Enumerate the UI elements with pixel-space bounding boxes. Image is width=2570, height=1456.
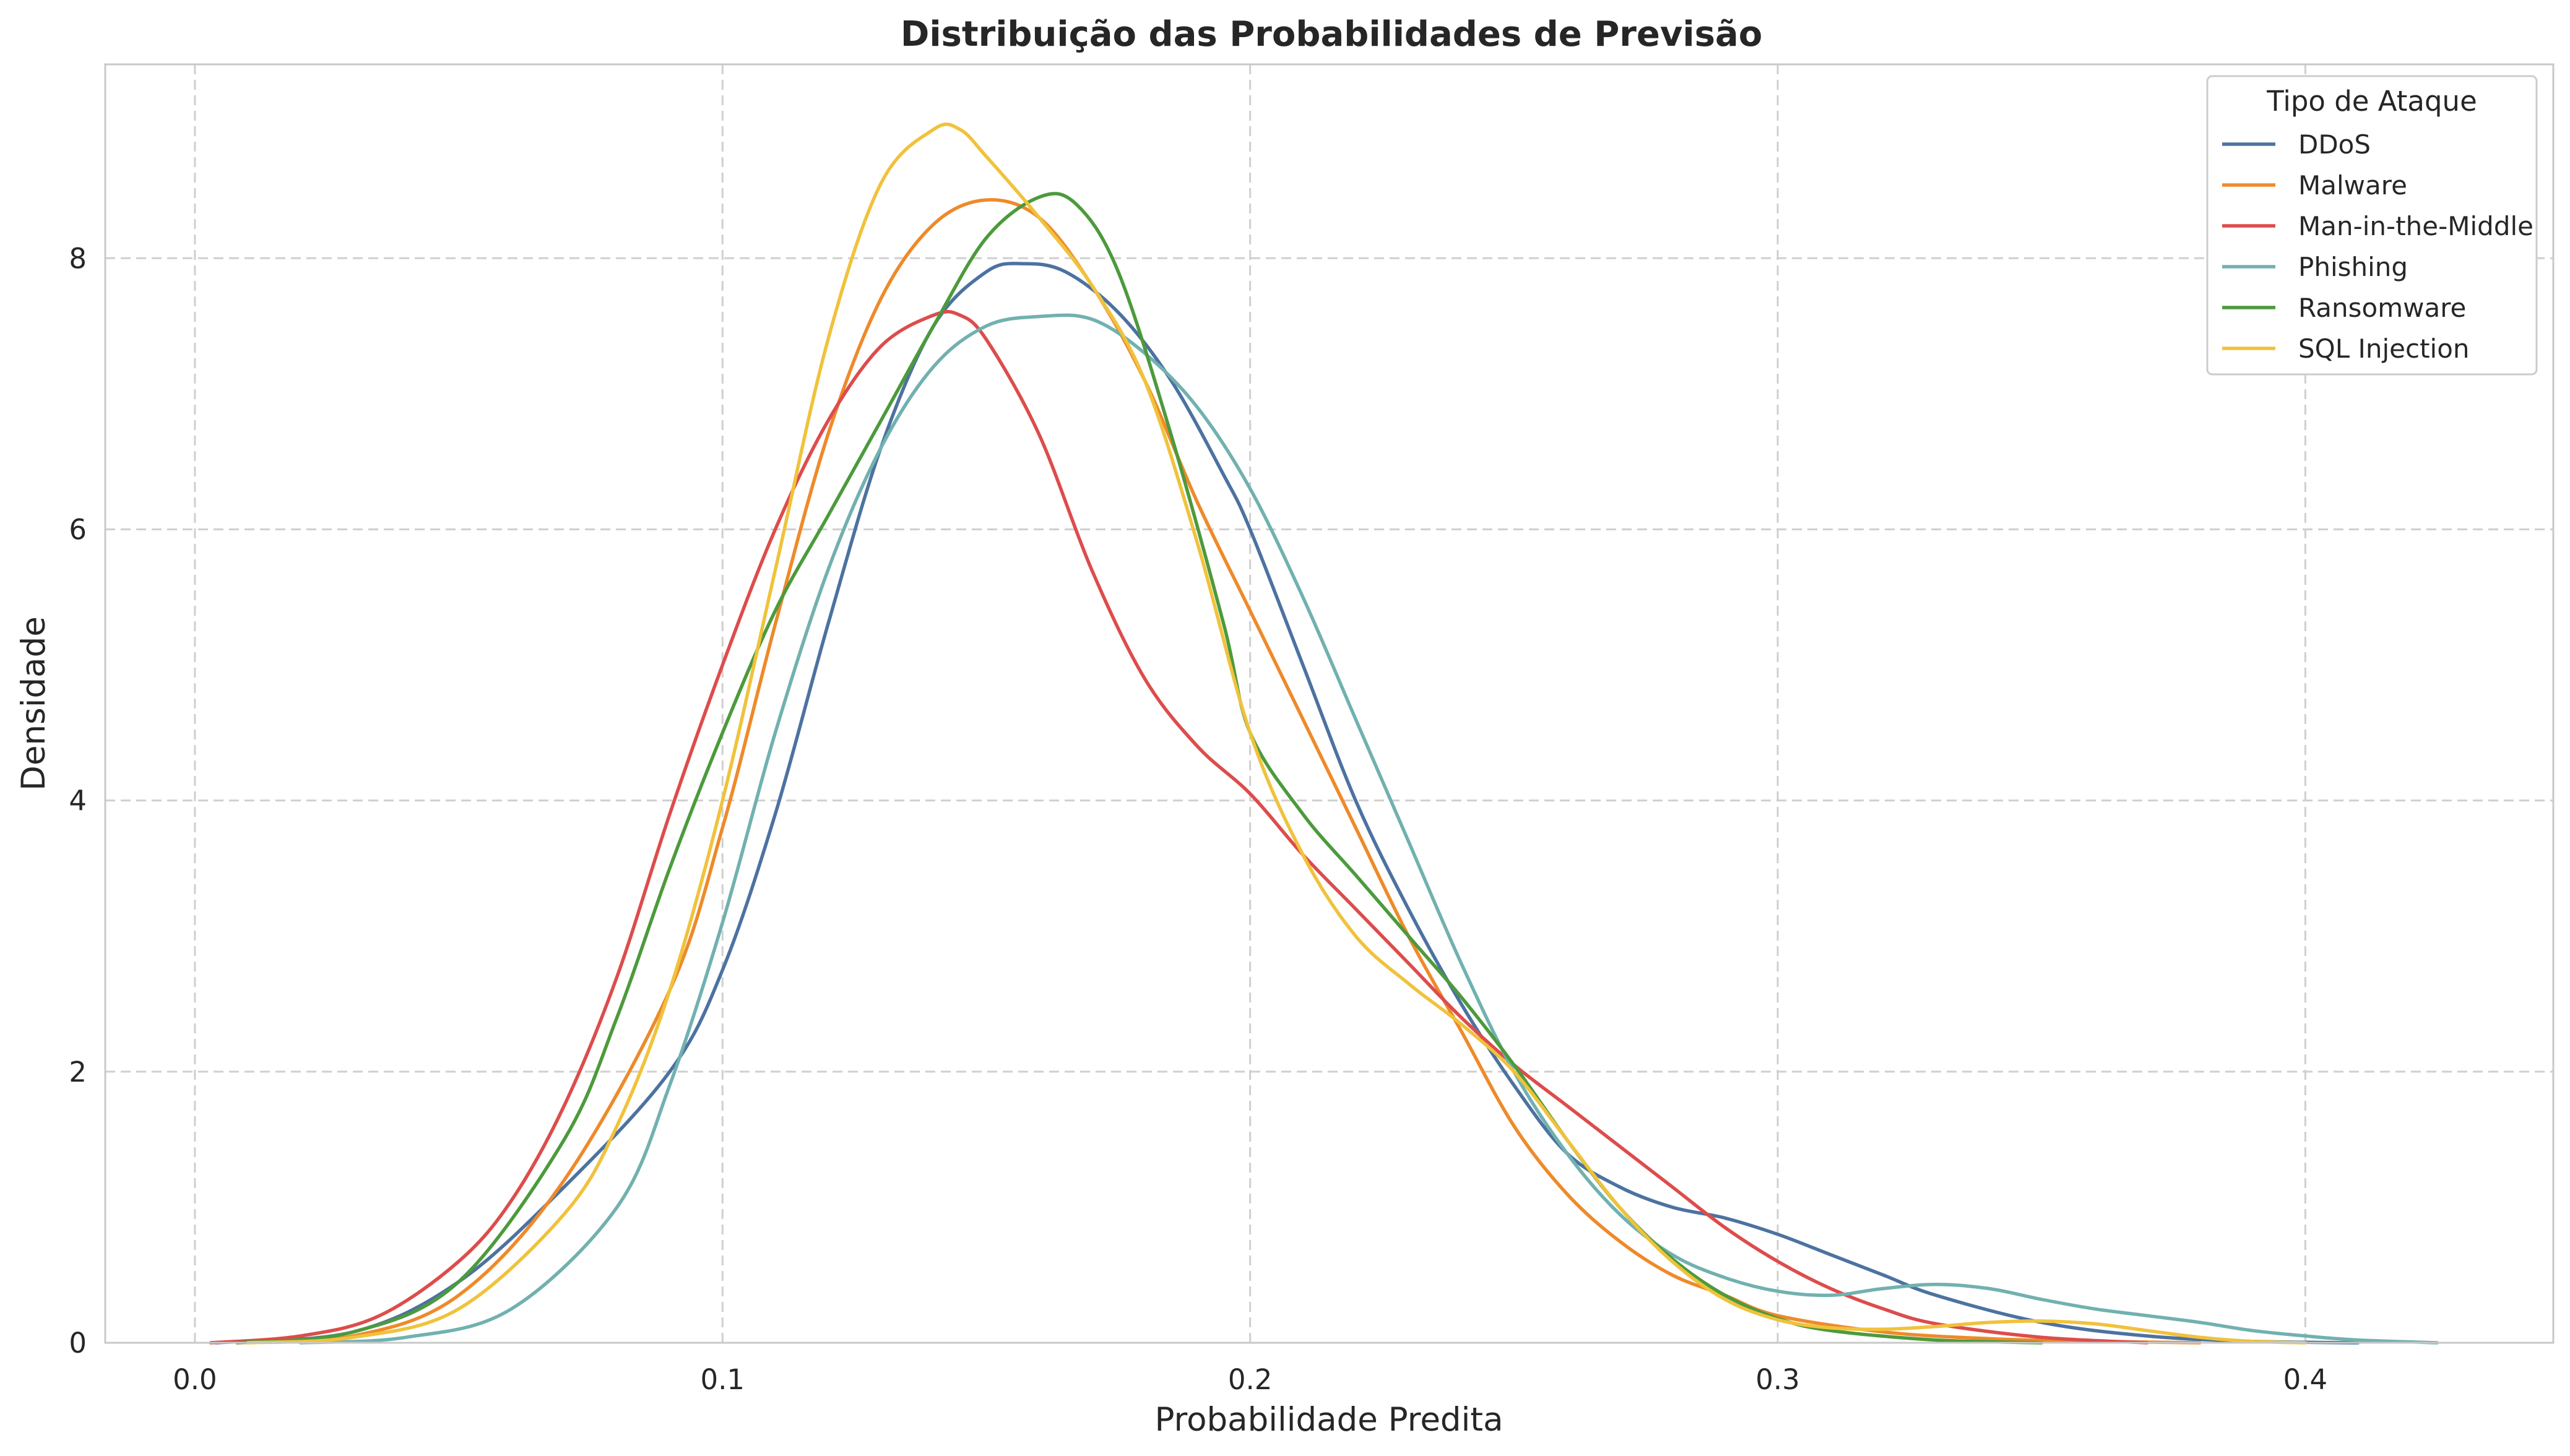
x-tick-label: 0.4 — [2283, 1363, 2328, 1396]
legend: Tipo de Ataque DDoS Malware Man-in-the-Mid… — [2206, 75, 2538, 376]
legend-label-malware: Malware — [2298, 170, 2407, 200]
series-line-sql-injection — [246, 123, 2308, 1345]
y-tick-label: 2 — [69, 1056, 87, 1088]
y-tick-label: 8 — [69, 242, 87, 275]
legend-label-ddos: DDoS — [2298, 129, 2371, 160]
y-tick-label: 6 — [69, 513, 87, 546]
legend-label-man-in-the-middle: Man-in-the-Middle — [2298, 211, 2533, 241]
x-tick-label: 0.2 — [1228, 1363, 1273, 1396]
x-tick-label: 0.1 — [700, 1363, 745, 1396]
legend-label-phishing: Phishing — [2298, 252, 2408, 282]
plot-frame — [104, 63, 2555, 1344]
y-axis-label: Densidade — [15, 616, 53, 791]
legend-items: DDoS Malware Man-in-the-Middle Phishing Rans… — [2222, 129, 2533, 364]
y-tick-labels: 0 2 4 6 8 — [69, 242, 87, 1359]
legend-label-ransomware: Ransomware — [2298, 293, 2466, 323]
x-tick-labels: 0.0 0.1 0.2 0.3 0.4 — [173, 1363, 2327, 1396]
x-axis-label: Probabilidade Predita — [1154, 1401, 1503, 1439]
legend-label-sql-injection: SQL Injection — [2298, 334, 2470, 364]
series-line-man-in-the-middle — [209, 309, 2149, 1345]
series-lines — [209, 123, 2439, 1345]
y-tick-label: 4 — [69, 785, 87, 817]
y-tick-label: 0 — [69, 1327, 87, 1359]
legend-box — [2206, 75, 2538, 376]
x-tick-label: 0.0 — [173, 1363, 217, 1396]
x-tick-label: 0.3 — [1755, 1363, 1800, 1396]
series-line-phishing — [298, 313, 2439, 1345]
series-line-ddos — [214, 262, 2360, 1345]
legend-title: Tipo de Ataque — [2266, 85, 2477, 118]
chart-title: Distribuição das Probabilidades de Previ… — [901, 14, 1762, 54]
